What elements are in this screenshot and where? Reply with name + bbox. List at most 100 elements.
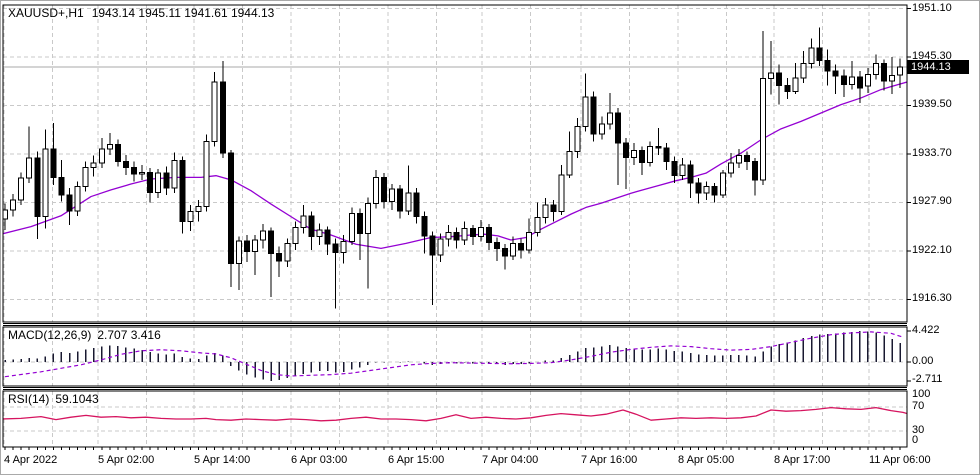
candle [445,224,452,247]
axis-ticks [4,8,911,450]
candle [639,146,646,175]
candle-body-bear [413,192,420,218]
candle [679,158,686,180]
candle-body-bull [106,144,113,150]
candle [163,166,170,195]
price-axis-tick-label: 1945.30 [912,49,952,62]
macd-axis-tick-label: 4.422 [912,324,940,337]
candle-body-bear [268,230,275,254]
candle-body-bull [437,238,444,256]
candle-body-bull [82,166,89,188]
candle-body-bear [493,242,500,249]
candle-body-bull [211,81,218,142]
candle [276,246,283,277]
candle-body-bull [372,176,379,204]
candle [421,211,428,254]
price-axis-tick-label: 1933.70 [912,146,952,159]
rsi-indicator-label: RSI(14) 59.1043 [8,392,105,406]
candle [743,151,750,170]
candle-body-bear [776,72,783,86]
candle-body-bull [445,232,452,240]
candle-body-bear [518,242,525,251]
time-axis-label: 11 Apr 06:00 [869,454,931,466]
candle-body-bull [10,199,17,211]
candle-body-bear [50,148,57,178]
candle [606,92,613,130]
candle [300,204,307,234]
rsi-axis-tick-label: 30 [912,424,925,436]
candle-body-bull [534,216,541,234]
time-axis-label: 5 Apr 02:00 [98,454,155,466]
candle [131,161,138,182]
candle-body-bull [631,150,638,158]
candle [623,138,630,190]
candle-body-bear [114,144,121,162]
candle-body-bull [873,63,880,76]
candle-body-bear [421,216,428,237]
candle-body-bull [284,242,291,262]
candle-body-bear [663,147,670,162]
candles [3,27,904,309]
candle-body-bear [752,160,759,181]
candle [106,133,113,155]
main-price-panel[interactable] [1,5,907,322]
candle-body-bull [348,212,355,243]
candle [695,178,702,204]
candle-body-bull [848,76,855,86]
candle [147,168,154,203]
candle-body-bull [26,157,33,179]
candle [768,41,775,95]
candle [518,238,525,259]
candle [461,221,468,246]
candle [348,207,355,246]
candle-body-bull [606,112,613,125]
candle [856,71,863,103]
candle-body-bull [808,47,815,65]
candle [26,126,33,184]
candle [502,244,509,270]
candle-body-bull [735,155,742,164]
candle [90,155,97,177]
candle-body-bull [252,239,259,253]
rsi-value-label: 59.1043 [55,392,99,406]
candle [832,64,839,94]
candle-body-bull [195,206,202,213]
candle [243,235,250,262]
candle [308,211,315,251]
macd-panel[interactable] [3,327,907,386]
candle-body-bear [356,212,363,234]
candle-body-bear [308,215,315,238]
candle [122,154,129,175]
candle-body-bull [679,164,686,177]
time-axis-label: 7 Apr 16:00 [581,454,638,466]
candle-body-bull [98,148,105,164]
candle-body-bull [889,74,896,82]
candle [784,77,791,99]
candle-body-bull [316,229,323,238]
candle [34,151,41,240]
candle-body-bull [792,77,799,92]
candle-body-bull [703,186,710,194]
candle [50,123,57,185]
candle [179,156,186,234]
rsi-panel[interactable] [1,391,907,447]
rsi-line [3,406,907,422]
candle [687,160,694,199]
price-axis-tick-label: 1916.30 [912,292,952,305]
candle-body-bull [510,242,517,257]
candle-body-bull [340,241,347,254]
candle [340,235,347,264]
candle [510,236,517,261]
candle-body-bear [614,112,621,144]
time-axis-label: 6 Apr 03:00 [291,454,348,466]
candle [534,202,541,237]
candle [18,172,25,205]
candle [526,218,533,254]
candle [195,199,202,222]
candle-body-bear [655,145,662,149]
macd-axis-tick-label: 0.00 [912,355,934,367]
candle [453,227,460,249]
candle [429,231,436,306]
candle [252,235,259,276]
